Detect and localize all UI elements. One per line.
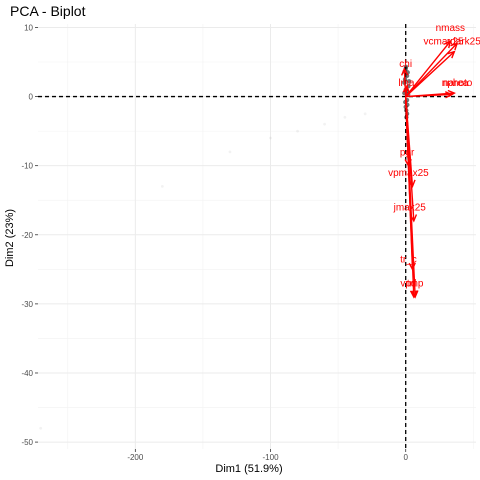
y-tick-label: -50 [21,438,33,447]
variable-label-narea: narea [443,78,469,89]
y-tick-label: 10 [24,23,33,32]
x-tick-label: -200 [127,453,144,462]
x-tick-label: -100 [263,453,280,462]
individual-point [39,426,43,430]
arrow-tmp [405,96,415,297]
variable-label-chi: chi [399,59,412,70]
variable-label-vpd: vpd [400,279,416,290]
x-tick-label: 0 [403,453,408,462]
variable-label-tr_c: tr_c [400,254,417,265]
individual-point [363,112,367,116]
y-tick-label: -40 [21,369,33,378]
x-axis-title: Dim1 (51.9%) [215,463,282,475]
variable-label-jmax25: jmax25 [393,203,427,214]
x-axis-ticks: -200 -100 0 [127,449,408,462]
y-tick-label: -10 [21,162,33,171]
individual-point [406,79,412,84]
arrow-chi [403,68,407,97]
variable-label-rdark25: rdark25 [447,37,480,48]
individual-point [343,115,347,119]
arrowhead-nmass [447,50,456,59]
arrowhead-vcmax25 [443,40,452,49]
variable-label-nphoto: nphoto [442,78,473,89]
arrow-lma [405,86,408,97]
arrowhead-nphoto [447,89,456,98]
y-tick-label: -30 [21,300,33,309]
arrowhead-rdark25 [450,42,459,51]
variable-label-nmass: nmass [436,23,465,34]
individual-point [296,129,299,133]
variable-label-tmp: tmp [407,279,424,290]
arrowhead-tmp [409,290,418,299]
y-tick-label: 0 [29,93,34,102]
arrowhead-vpd [411,290,419,299]
chart-title: PCA - Biplot [10,3,86,19]
variable-label-vcmax25: vcmax25 [424,37,464,48]
variable-label-pgr: pgr [400,147,415,158]
arrowhead-chi [400,67,409,76]
variable-arrows [400,40,459,299]
y-axis-title: Dim2 (23%) [4,209,16,267]
arrow-rdark25 [405,42,458,98]
points-layer [39,64,412,430]
individual-point [269,136,272,140]
individual-point [323,122,326,126]
y-axis-ticks: 10 0 -10 -20 -30 -40 -50 [21,23,38,447]
y-tick-label: -20 [21,231,33,240]
variable-label-lma: lma [398,78,415,89]
individual-point [160,184,164,188]
arrow-nphoto [405,92,455,98]
variable-label-vpmax25: vpmax25 [388,168,429,179]
arrow-vcmax25 [405,40,451,98]
arrowhead-lma [402,84,410,94]
individual-point [228,150,232,154]
